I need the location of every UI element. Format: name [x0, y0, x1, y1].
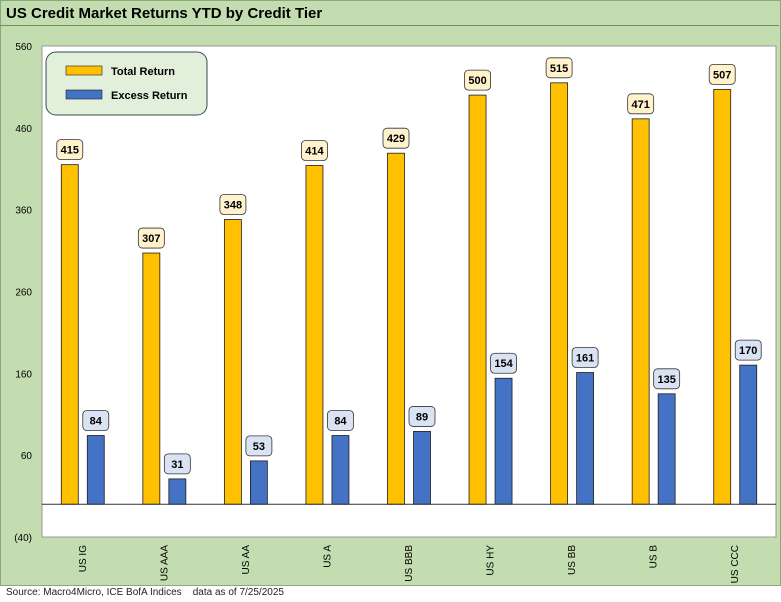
- data-label-box: [708, 63, 736, 85]
- excess-return-bar: [739, 364, 758, 505]
- y-tick-label: 160: [15, 369, 32, 380]
- legend-box: [45, 51, 208, 116]
- total-return-bar: [468, 94, 487, 505]
- x-tick-label: US AAA: [159, 545, 170, 581]
- excess-return-bar: [86, 435, 105, 505]
- data-label: 515: [550, 63, 568, 75]
- excess-return-bar: [657, 393, 676, 505]
- x-tick-label: US BBB: [404, 545, 415, 582]
- data-label-box: [382, 127, 410, 149]
- data-label: 348: [224, 199, 242, 211]
- legend-swatch-total: [65, 65, 103, 76]
- x-tick-label: US BB: [567, 545, 578, 575]
- data-label: 500: [468, 75, 486, 87]
- excess-return-bar: [249, 460, 268, 505]
- data-label: 170: [739, 345, 757, 357]
- data-label-box: [82, 410, 110, 431]
- source-text: Source: Macro4Micro, ICE BofA Indices: [6, 587, 182, 598]
- date-note: data as of 7/25/2025: [192, 587, 284, 598]
- data-label: 307: [142, 233, 160, 245]
- legend: Total Return Excess Return: [45, 51, 208, 116]
- excess-return-bar: [413, 431, 431, 505]
- data-label-box: [56, 139, 84, 161]
- plot-area: [41, 45, 777, 538]
- y-tick-label: 260: [15, 288, 32, 299]
- total-return-bar: [550, 82, 569, 505]
- data-label: 53: [253, 441, 265, 453]
- x-tick-label: US CCC: [730, 545, 741, 583]
- data-label-box: [545, 57, 573, 79]
- excess-return-bar: [494, 377, 513, 505]
- x-tick-label: US IG: [78, 545, 89, 572]
- excess-return-bar: [168, 478, 187, 505]
- y-tick-label: 460: [15, 124, 32, 135]
- total-return-bar: [713, 88, 732, 505]
- data-label-box: [327, 410, 354, 431]
- data-label: 31: [171, 459, 183, 471]
- legend-swatch-excess: [65, 89, 103, 100]
- data-label-box: [464, 69, 491, 91]
- chart-title: US Credit Market Returns YTD by Credit T…: [6, 5, 323, 22]
- y-tick-label: 60: [21, 451, 33, 462]
- total-return-bar: [223, 219, 242, 505]
- legend-label: Total Return: [111, 66, 175, 78]
- data-label: 161: [576, 353, 594, 365]
- data-label: 89: [416, 411, 428, 423]
- y-tick-label: 560: [15, 42, 32, 53]
- data-label-box: [301, 140, 328, 161]
- x-tick-label: US AA: [241, 545, 252, 575]
- data-label-box: [627, 93, 655, 115]
- total-return-bar: [387, 152, 405, 505]
- data-label: 154: [494, 358, 513, 370]
- title-divider: [0, 25, 779, 26]
- x-tick-label: US A: [322, 545, 333, 568]
- data-label-box: [571, 347, 599, 368]
- data-label-box: [163, 453, 191, 475]
- total-return-bar: [631, 118, 650, 505]
- data-label-box: [219, 194, 247, 215]
- data-label-box: [653, 368, 681, 390]
- total-return-bar: [142, 252, 161, 505]
- data-label: 415: [61, 145, 79, 157]
- data-label-box: [490, 352, 517, 374]
- data-label: 414: [305, 145, 324, 157]
- data-label: 507: [713, 69, 731, 81]
- data-label: 471: [631, 99, 649, 111]
- data-label: 135: [657, 374, 675, 386]
- y-tick-label: 360: [15, 206, 32, 217]
- excess-return-bar: [331, 435, 350, 505]
- source-footer: Source: Macro4Micro, ICE BofA Indices da…: [6, 587, 284, 598]
- excess-return-bar: [576, 372, 595, 505]
- total-return-bar: [60, 164, 79, 505]
- data-label: 84: [334, 416, 347, 428]
- legend-label: Excess Return: [111, 90, 188, 102]
- y-tick-label: (40): [14, 533, 32, 544]
- x-tick-label: US B: [649, 545, 660, 569]
- data-label-box: [245, 435, 273, 457]
- data-label-box: [408, 406, 436, 427]
- bar-chart: (40) 60 160 260 360 460 560 US IG US AAA US AA US…: [14, 42, 777, 583]
- data-label-box: [137, 227, 165, 249]
- data-label: 429: [387, 133, 405, 145]
- total-return-bar: [305, 165, 324, 505]
- x-tick-label: US HY: [486, 545, 497, 576]
- data-label-box: [734, 339, 762, 361]
- data-label: 84: [90, 416, 103, 428]
